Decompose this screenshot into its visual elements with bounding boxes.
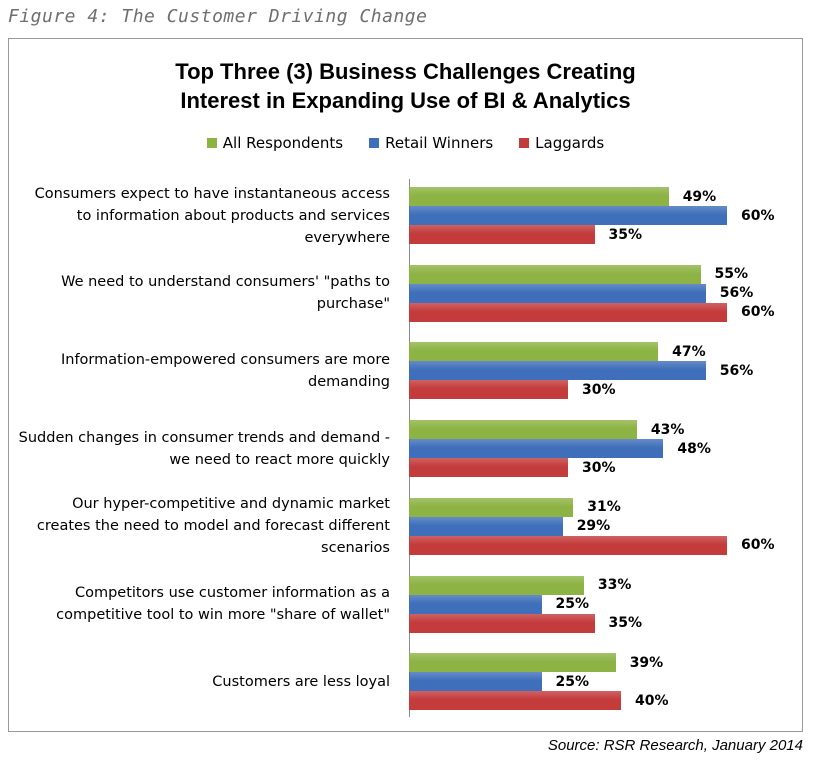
legend-label-all-respondents: All Respondents — [222, 134, 344, 152]
figure-caption: Figure 4: The Customer Driving Change — [8, 6, 428, 27]
bar-all-respondents — [409, 187, 669, 206]
category-label-line: scenarios — [321, 540, 390, 557]
data-label-retail-winners: 25% — [555, 596, 590, 612]
category-label-line: purchase" — [316, 296, 390, 313]
bar-retail-winners — [409, 206, 727, 225]
legend-item-all-respondents: All Respondents — [206, 134, 344, 152]
category-label-line: We need to understand consumers' "paths … — [61, 274, 390, 291]
bar-retail-winners — [409, 672, 542, 692]
bar-laggards — [409, 691, 621, 711]
bar-all-respondents — [409, 420, 637, 440]
data-label-retail-winners: 56% — [719, 362, 754, 379]
category-label: We need to understand consumers' "paths … — [61, 271, 390, 315]
category-label: Consumers expect to have instantaneous a… — [35, 183, 390, 249]
data-label-retail-winners: 60% — [741, 207, 775, 224]
chart-frame: Top Three (3) Business Challenges Creati… — [8, 38, 803, 732]
bar-all-respondents — [409, 342, 659, 362]
category-label-line: competitive tool to win more "share of w… — [56, 607, 390, 623]
bar-all-respondents — [409, 264, 701, 284]
bar-all-respondents — [409, 497, 574, 517]
data-label-retail-winners: 29% — [576, 518, 611, 535]
category-label-line: creates the need to model and forecast d… — [36, 518, 390, 535]
bar-retail-winners — [409, 439, 664, 459]
category-label: Customers are less loyal — [212, 671, 390, 693]
data-label-laggards: 60% — [741, 304, 775, 321]
bar-all-respondents — [409, 653, 616, 673]
category-label: Information-empowered consumers are more… — [61, 349, 390, 393]
data-label-laggards: 30% — [582, 381, 616, 398]
data-label-laggards: 60% — [741, 537, 775, 554]
bar-laggards — [409, 458, 568, 478]
legend-item-laggards: Laggards — [519, 134, 604, 152]
bar-laggards — [409, 380, 568, 400]
legend-label-laggards: Laggards — [535, 134, 605, 152]
legend-swatch-retail-winners — [369, 138, 380, 148]
bar-laggards — [409, 535, 727, 555]
chart-title-line-2: Interest in Expanding Use of BI & Analyt… — [180, 88, 631, 113]
bar-retail-winners — [409, 516, 563, 536]
category-label-line: Consumers expect to have instantaneous a… — [34, 185, 390, 202]
category-label-line: Customers are less loyal — [212, 673, 390, 690]
bar-laggards — [409, 302, 727, 322]
chart-title: Top Three (3) Business Challenges Creati… — [9, 57, 802, 115]
data-label-all-respondents: 49% — [682, 188, 717, 205]
bar-retail-winners — [409, 283, 706, 303]
category-label-line: we need to react more quickly — [169, 451, 390, 468]
data-label-all-respondents: 39% — [629, 654, 664, 671]
bar-retail-winners — [409, 594, 542, 614]
data-label-retail-winners: 56% — [719, 285, 754, 302]
category-label-line: everywhere — [304, 229, 391, 246]
bar-retail-winners — [409, 361, 706, 381]
chart-title-line-1: Top Three (3) Business Challenges Creati… — [175, 59, 636, 84]
category-label-line: demanding — [308, 373, 390, 390]
data-label-all-respondents: 33% — [597, 577, 632, 593]
data-label-laggards: 35% — [608, 615, 643, 631]
data-label-all-respondents: 47% — [672, 343, 706, 360]
category-label: Sudden changes in consumer trends and de… — [19, 427, 390, 471]
data-label-laggards: 30% — [582, 459, 616, 476]
chart-legend: All Respondents Retail Winners Laggards — [9, 134, 802, 152]
data-label-laggards: 35% — [608, 226, 643, 243]
category-label-line: Sudden changes in consumer trends and de… — [18, 429, 390, 446]
bar-laggards — [409, 613, 595, 633]
category-label: Our hyper-competitive and dynamic market… — [37, 493, 390, 559]
data-label-all-respondents: 31% — [587, 499, 621, 516]
source-note: Source: RSR Research, January 2014 — [547, 737, 803, 754]
bar-laggards — [409, 225, 595, 244]
legend-label-retail-winners: Retail Winners — [385, 134, 494, 152]
legend-swatch-all-respondents — [206, 138, 217, 148]
category-label-line: to information about products and servic… — [76, 207, 390, 224]
category-label-line: Our hyper-competitive and dynamic market — [72, 496, 390, 513]
category-label-line: Information-empowered consumers are more — [60, 351, 390, 368]
legend-item-retail-winners: Retail Winners — [369, 134, 493, 152]
data-label-retail-winners: 48% — [677, 440, 711, 457]
bar-all-respondents — [409, 575, 584, 595]
data-label-all-respondents: 55% — [714, 266, 749, 283]
category-label: Competitors use customer information as … — [56, 582, 390, 626]
data-label-all-respondents: 43% — [650, 421, 685, 438]
legend-swatch-laggards — [519, 138, 530, 148]
data-label-retail-winners: 25% — [555, 673, 590, 690]
data-label-laggards: 40% — [635, 692, 669, 709]
category-label-line: Competitors use customer information as … — [74, 585, 390, 601]
